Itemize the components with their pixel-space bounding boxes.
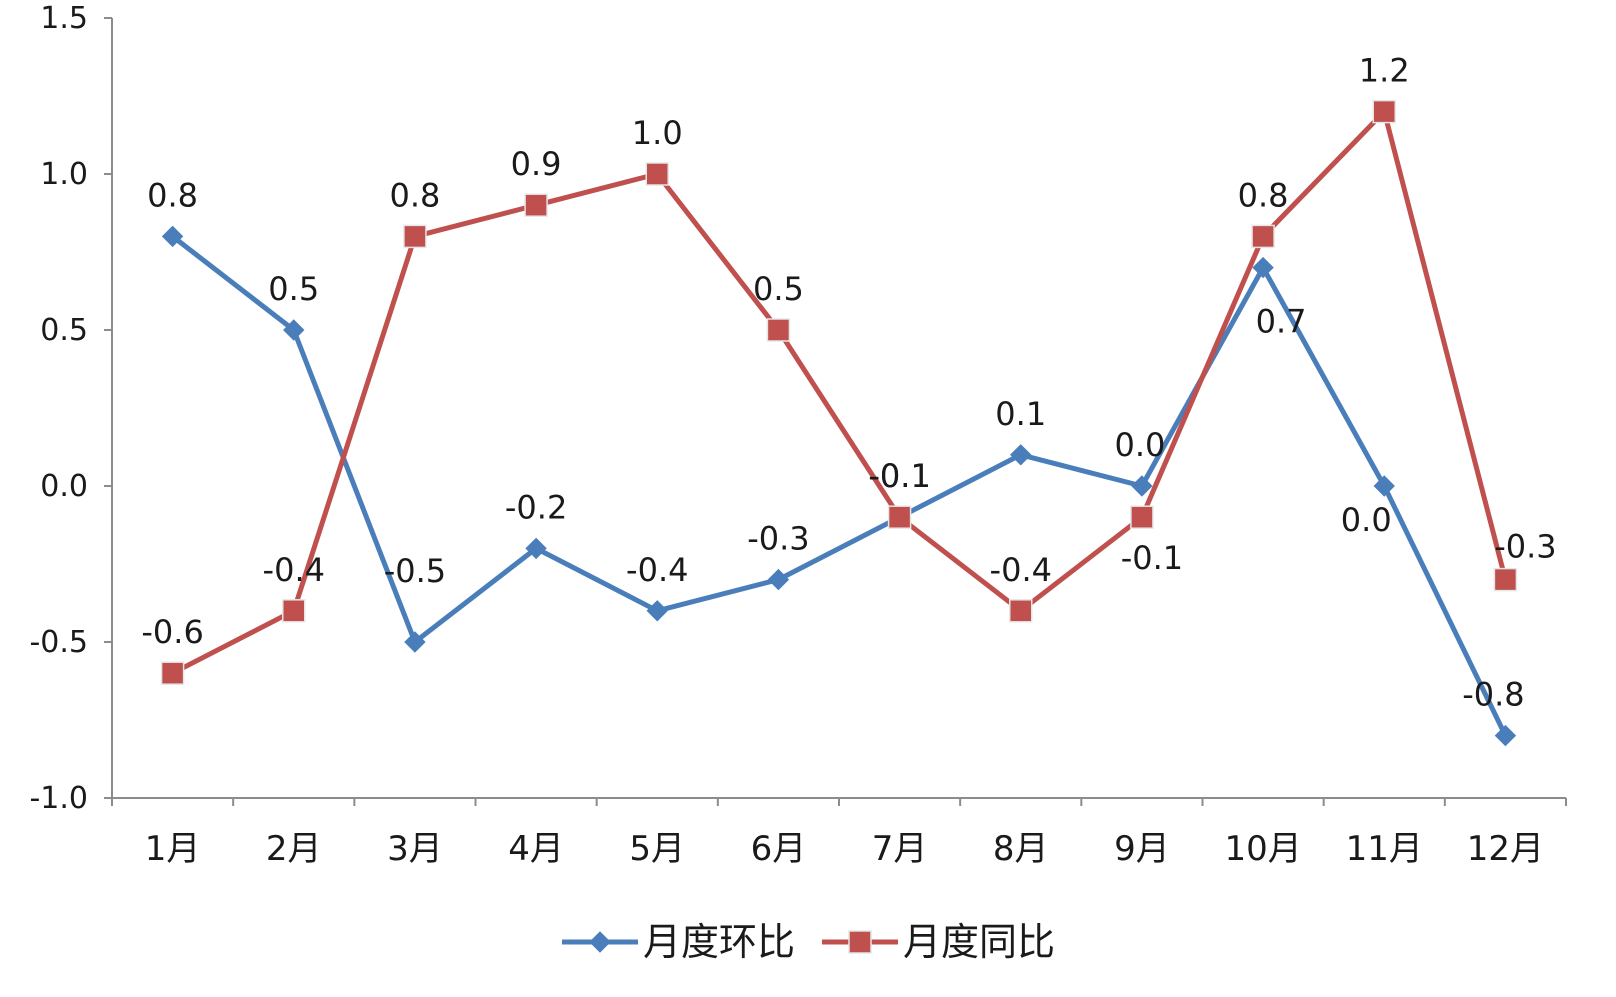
data-label: -0.4 — [263, 551, 325, 589]
data-label: -0.3 — [747, 520, 809, 558]
data-label: 0.8 — [1238, 176, 1289, 214]
series-1-point — [1010, 444, 1032, 466]
legend-item-2: 月度同比 — [822, 920, 1055, 964]
x-tick-label: 12月 — [1467, 829, 1544, 869]
legend-label: 月度同比 — [903, 920, 1055, 964]
series-1-point — [404, 631, 426, 653]
data-label: 0.8 — [147, 176, 198, 214]
series-layer — [160, 99, 1518, 747]
data-label: -0.1 — [1121, 539, 1183, 577]
axes: 1.5 1.0 0.5 0.0 -0.5 -1.0 1月 2月 3月 4月 5月 6月 7月 8月 9月 10… — [29, 1, 1567, 869]
series-1-point — [1131, 475, 1153, 497]
series-1-point — [646, 600, 668, 622]
data-label: 1.2 — [1359, 52, 1410, 90]
data-label: 0.0 — [1341, 501, 1392, 539]
series-line-2 — [171, 109, 1508, 676]
series-2-point — [645, 162, 669, 186]
x-tick-label: 3月 — [387, 829, 443, 869]
series-2-point — [1493, 567, 1518, 592]
series-2-point — [887, 505, 912, 529]
y-tick-label: -1.0 — [29, 781, 88, 816]
data-label: -0.8 — [1462, 676, 1524, 714]
x-tick-label: 6月 — [751, 829, 807, 869]
data-label: 1.0 — [632, 114, 683, 152]
data-label: -0.2 — [505, 488, 567, 526]
series-2-point — [403, 224, 427, 249]
x-tick-label: 5月 — [629, 829, 685, 869]
data-label: -0.5 — [384, 552, 446, 590]
x-tick-label: 9月 — [1114, 829, 1170, 869]
series-1-point — [283, 319, 305, 341]
data-label: 0.0 — [1114, 426, 1165, 464]
legend-marker — [848, 930, 872, 954]
data-label: 0.5 — [268, 270, 319, 308]
series-2-point — [160, 661, 185, 685]
data-label: 0.1 — [995, 395, 1046, 433]
data-label: -0.1 — [868, 457, 930, 495]
data-label: -0.1 — [868, 457, 930, 495]
legend: 月度环比 月度同比 — [562, 920, 1055, 964]
y-tick-label: 1.5 — [40, 1, 88, 36]
data-label: 0.9 — [511, 145, 562, 183]
data-label: 0.5 — [753, 270, 804, 308]
x-tick-label: 4月 — [508, 829, 564, 869]
y-tick-label: 1.0 — [40, 157, 88, 192]
y-tick-label: 0.5 — [40, 313, 88, 348]
series-2-point — [282, 599, 306, 623]
series-2-point — [524, 193, 548, 217]
data-label: -0.4 — [990, 551, 1052, 589]
data-label: 0.8 — [389, 176, 440, 214]
series-1-point — [767, 568, 790, 591]
x-tick-label: 8月 — [993, 829, 1049, 869]
data-label: -0.3 — [1494, 528, 1556, 566]
series-1-point — [161, 225, 184, 248]
x-tick-label: 7月 — [872, 829, 928, 869]
series-2-point — [1009, 599, 1033, 623]
data-label: 0.7 — [1256, 303, 1307, 341]
data-label: -0.6 — [141, 613, 203, 651]
series-2-point — [1130, 505, 1154, 529]
x-tick-label: 11月 — [1346, 829, 1423, 869]
series-2-point — [1251, 224, 1275, 249]
series-1-point — [1373, 475, 1395, 497]
x-tick-label: 2月 — [266, 829, 322, 869]
series-line-1 — [171, 234, 1508, 737]
series-2-point — [766, 318, 791, 342]
legend-marker — [589, 931, 611, 953]
data-labels: 0.8 0.5 -0.5 -0.2 -0.4 -0.3 -0.1 0.1 0.0 0.7 0.0 -0… — [141, 52, 1556, 714]
y-tick-label: -0.5 — [29, 625, 88, 660]
legend-item-1: 月度环比 — [562, 920, 795, 964]
series-2-point — [1372, 99, 1396, 124]
x-tick-label: 10月 — [1224, 829, 1301, 869]
series-1-point — [1252, 256, 1274, 279]
x-tick-label: 1月 — [145, 829, 201, 869]
series-1-point — [525, 537, 547, 560]
legend-label: 月度环比 — [643, 920, 795, 964]
series-1-point — [1494, 724, 1517, 747]
y-tick-label: 0.0 — [40, 469, 88, 504]
data-label: -0.4 — [626, 551, 688, 589]
